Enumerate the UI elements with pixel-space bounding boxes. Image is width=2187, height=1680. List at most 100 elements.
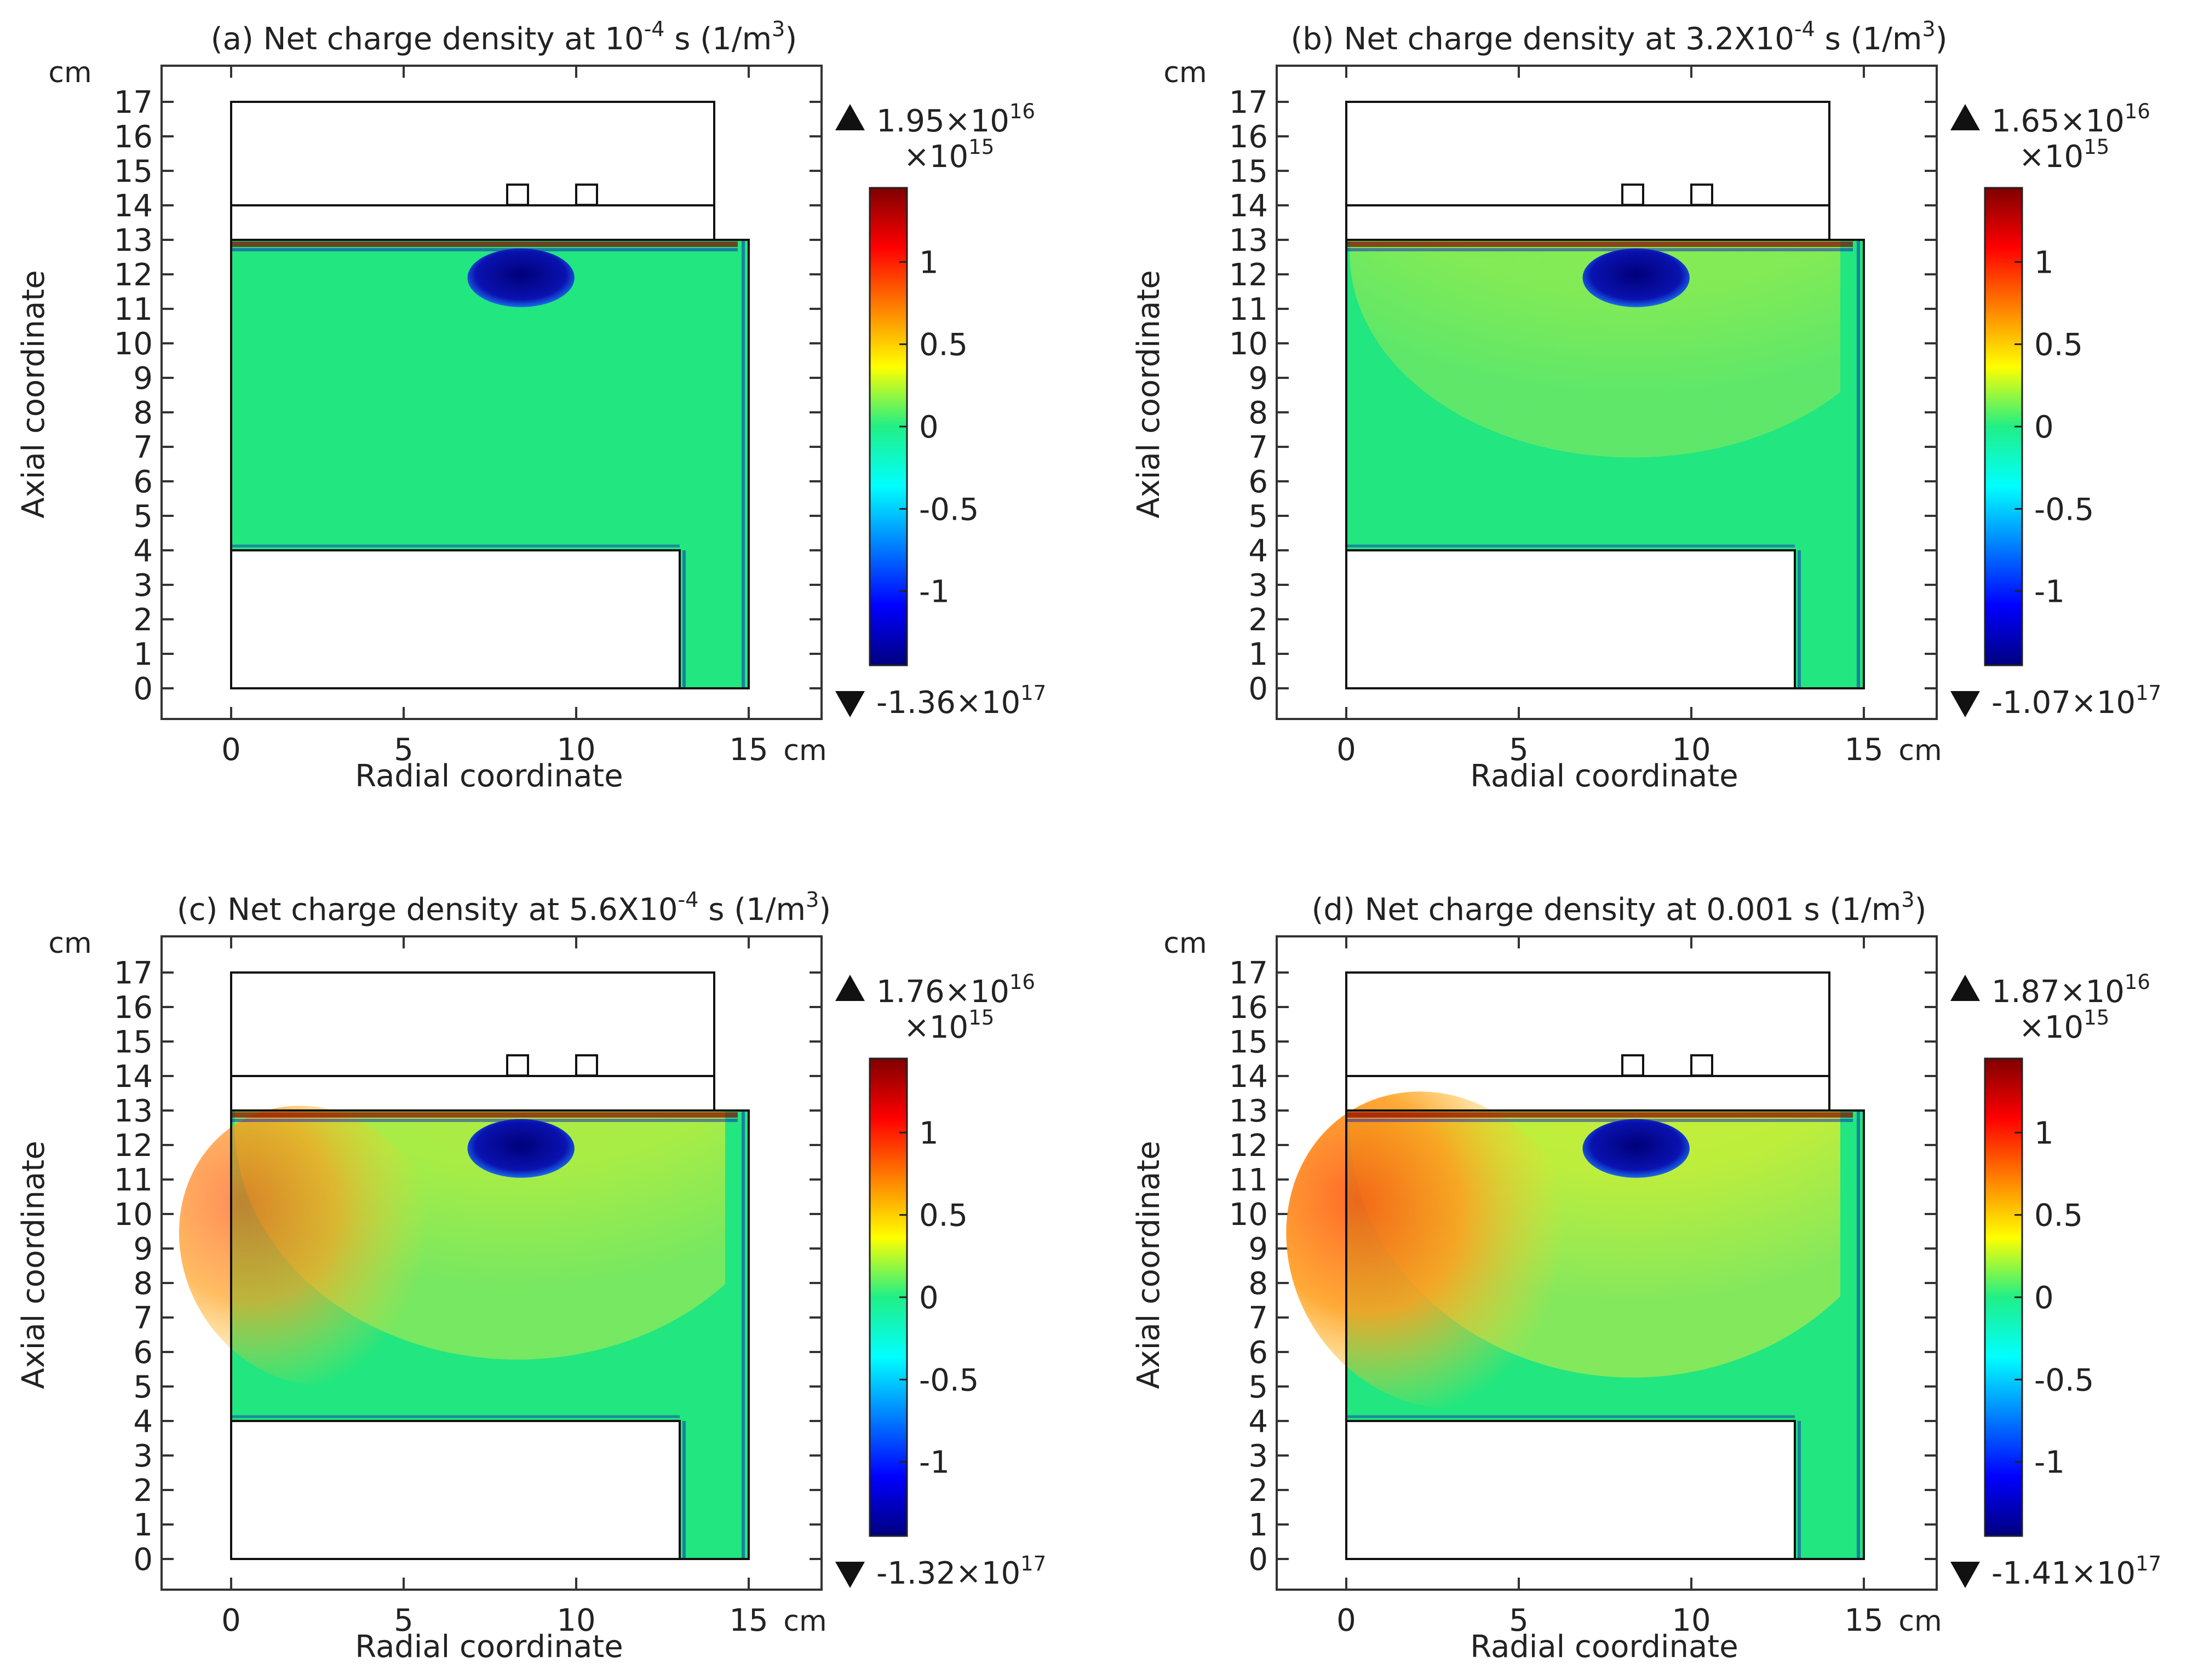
y-tick-label: 3 bbox=[133, 1439, 153, 1474]
max-triangle-icon bbox=[1950, 104, 1980, 130]
y-tick-label: 16 bbox=[114, 119, 153, 155]
y-tick-label: 13 bbox=[1229, 223, 1268, 258]
y-tick-label: 14 bbox=[1229, 188, 1268, 224]
min-value-exponent: 17 bbox=[1020, 1552, 1046, 1575]
colorbar-scale-exponent: 15 bbox=[2083, 135, 2109, 159]
x-tick-label: 0 bbox=[221, 1603, 241, 1638]
panel-a: (a) Net charge density at 10-4 s (1/m3)0… bbox=[16, 17, 1046, 794]
y-tick-label: 12 bbox=[1229, 257, 1268, 293]
colorbar-tick-label: -0.5 bbox=[2034, 492, 2094, 527]
max-value-exponent: 16 bbox=[1009, 970, 1035, 994]
x-tick-label: 5 bbox=[1509, 1603, 1529, 1638]
axes-frame bbox=[160, 65, 823, 720]
x-tick-label: 5 bbox=[1509, 732, 1529, 768]
y-tick-label: 5 bbox=[1248, 499, 1268, 534]
max-value-label: 1.65×1016 bbox=[1991, 100, 2150, 139]
y-tick-label: 6 bbox=[133, 464, 153, 500]
x-tick-label: 10 bbox=[556, 1603, 595, 1638]
y-tick-label: 5 bbox=[133, 1370, 153, 1405]
y-tick-label: 15 bbox=[114, 154, 153, 189]
substrate-block bbox=[1345, 549, 1796, 689]
y-tick-label: 11 bbox=[1229, 1163, 1268, 1198]
y-unit-label: cm bbox=[1163, 56, 1207, 89]
x-tick-label: 0 bbox=[1336, 732, 1356, 768]
y-tick-label: 3 bbox=[133, 568, 153, 603]
x-tick-label: 10 bbox=[1672, 732, 1710, 768]
dielectric-window bbox=[1345, 101, 1830, 241]
y-tick-label: 12 bbox=[114, 257, 153, 293]
min-value-label: -1.32×1017 bbox=[876, 1552, 1046, 1591]
x-unit-label: cm bbox=[1898, 1605, 1942, 1638]
y-tick-label: 12 bbox=[1229, 1128, 1268, 1164]
panel-title: (d) Net charge density at 0.001 s (1/m3) bbox=[1312, 888, 1927, 928]
max-triangle-icon bbox=[835, 104, 865, 130]
colorbar-tick-label: 1 bbox=[2034, 1115, 2054, 1151]
max-value-label: 1.95×1016 bbox=[876, 100, 1035, 139]
y-axis-label: Axial coordinate bbox=[1131, 1141, 1167, 1389]
y-tick-label: 6 bbox=[133, 1335, 153, 1371]
y-tick-label: 15 bbox=[1229, 154, 1268, 189]
y-tick-label: 11 bbox=[114, 1163, 153, 1198]
hotspot-region bbox=[179, 1106, 445, 1386]
title-exponent: -4 bbox=[1794, 17, 1815, 41]
y-tick-label: 13 bbox=[114, 223, 153, 258]
x-tick-label: 15 bbox=[729, 1603, 768, 1638]
max-triangle-icon bbox=[1950, 975, 1980, 1001]
y-tick-label: 1 bbox=[133, 637, 153, 672]
x-tick-label: 5 bbox=[394, 1603, 414, 1638]
y-unit-label: cm bbox=[1163, 927, 1207, 960]
y-tick-label: 5 bbox=[1248, 1370, 1268, 1405]
y-tick-label: 1 bbox=[1248, 637, 1268, 672]
title-end: ) bbox=[1936, 21, 1948, 57]
y-tick-label: 2 bbox=[133, 1473, 153, 1509]
y-tick-label: 1 bbox=[133, 1508, 153, 1543]
x-tick-label: 0 bbox=[1336, 1603, 1356, 1638]
y-tick-label: 12 bbox=[114, 1128, 153, 1164]
y-tick-label: 10 bbox=[1229, 1197, 1268, 1233]
y-tick-label: 17 bbox=[114, 956, 153, 991]
x-unit-label: cm bbox=[783, 1605, 826, 1638]
colorbar-tick-label: -1 bbox=[2034, 574, 2065, 610]
colorbar-tick-label: 0.5 bbox=[2034, 1198, 2083, 1234]
x-axis-label: Radial coordinate bbox=[355, 758, 623, 794]
y-tick-label: 9 bbox=[133, 1232, 153, 1267]
y-tick-label: 8 bbox=[133, 395, 153, 431]
colorbar-tick-label: 0.5 bbox=[2034, 327, 2083, 363]
min-value-exponent: 17 bbox=[2136, 681, 2161, 705]
colorbar-tick-label: 1 bbox=[919, 245, 939, 280]
y-unit-label: cm bbox=[48, 927, 91, 960]
title-text: (a) Net charge density at 10 bbox=[211, 21, 644, 57]
y-tick-label: 6 bbox=[1248, 464, 1268, 500]
title-end: ) bbox=[785, 21, 797, 57]
max-triangle-icon bbox=[835, 975, 865, 1001]
x-tick-label: 15 bbox=[1844, 732, 1883, 768]
colorbar-tick-label: 0 bbox=[2034, 410, 2054, 445]
axes-frame bbox=[1276, 935, 1938, 1591]
max-value-label: 1.87×1016 bbox=[1991, 970, 2150, 1010]
min-triangle-icon bbox=[835, 1562, 865, 1588]
axes-frame bbox=[1276, 65, 1938, 720]
coil-2 bbox=[575, 183, 598, 206]
title-unit-exponent: 3 bbox=[806, 888, 819, 912]
coil-2 bbox=[1690, 183, 1713, 206]
y-tick-label: 4 bbox=[133, 533, 153, 569]
y-tick-label: 8 bbox=[1248, 1266, 1268, 1302]
y-tick-label: 3 bbox=[1248, 568, 1268, 603]
y-tick-label: 14 bbox=[114, 188, 153, 224]
y-tick-label: 15 bbox=[114, 1025, 153, 1060]
coil-2 bbox=[575, 1054, 598, 1077]
y-tick-label: 2 bbox=[1248, 602, 1268, 638]
y-axis-label: Axial coordinate bbox=[16, 1141, 51, 1389]
y-tick-label: 16 bbox=[1229, 990, 1268, 1026]
max-value-exponent: 16 bbox=[1009, 100, 1035, 123]
x-unit-label: cm bbox=[783, 734, 826, 767]
panel-title: (c) Net charge density at 5.6X10-4 s (1/… bbox=[177, 888, 831, 928]
min-value-label: -1.36×1017 bbox=[876, 681, 1046, 721]
colorbar-tick-label: 0 bbox=[919, 410, 939, 445]
max-value-exponent: 16 bbox=[2125, 100, 2150, 123]
positive-charge-region bbox=[1350, 240, 1840, 458]
substrate-block bbox=[230, 1420, 681, 1560]
y-tick-label: 1 bbox=[1248, 1508, 1268, 1543]
y-tick-label: 7 bbox=[1248, 430, 1268, 465]
dielectric-window bbox=[230, 101, 715, 241]
